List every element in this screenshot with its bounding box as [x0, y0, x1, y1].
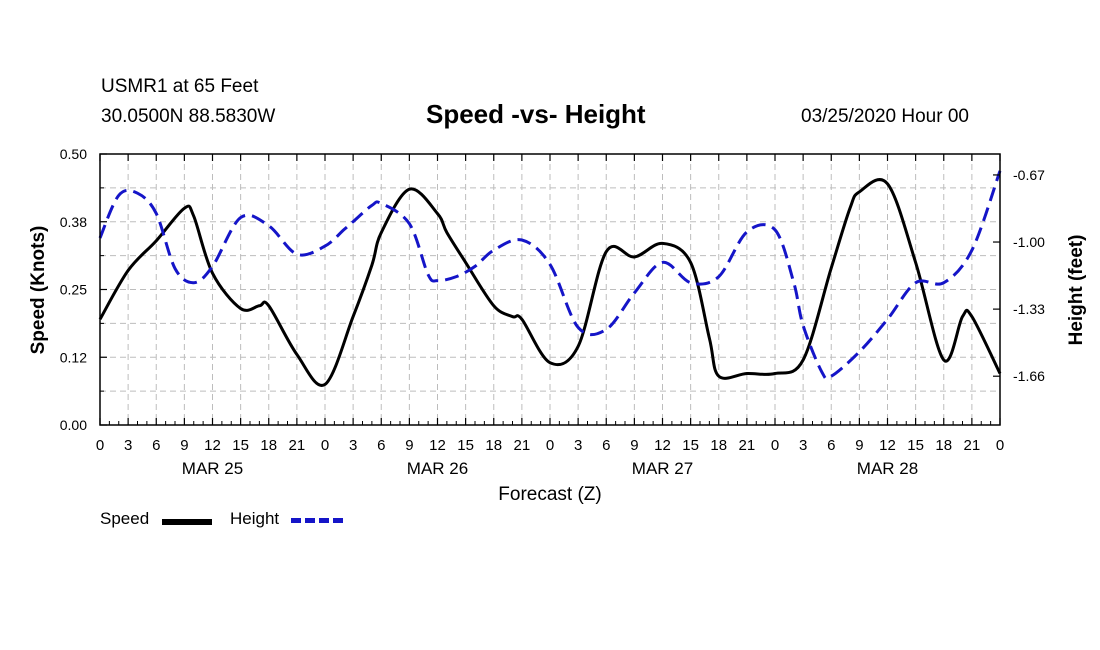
x-tick-label: 9: [405, 437, 413, 454]
x-tick-label: 0: [546, 437, 554, 454]
forecast-date-label: 03/25/2020 Hour 00: [801, 106, 969, 127]
y-axis-title: Speed (Knots): [28, 226, 49, 355]
day-label: MAR 28: [857, 459, 918, 478]
y2-tick-label: -1.00: [1013, 234, 1045, 250]
x-tick-label: 6: [602, 437, 610, 454]
x-tick-label: 12: [879, 437, 896, 454]
x-tick-label: 6: [152, 437, 160, 454]
x-tick-label: 6: [827, 437, 835, 454]
x-tick-label: 15: [682, 437, 699, 454]
x-tick-label: 9: [630, 437, 638, 454]
x-tick-label: 3: [799, 437, 807, 454]
x-tick-label: 21: [289, 437, 306, 454]
legend-speed-line: [162, 519, 212, 525]
x-tick-label: 9: [855, 437, 863, 454]
x-tick-label: 3: [574, 437, 582, 454]
y2-tick-label: -0.67: [1013, 167, 1045, 183]
x-tick-label: 15: [907, 437, 924, 454]
y-tick-label: 0.00: [60, 417, 87, 433]
x-tick-label: 18: [260, 437, 277, 454]
coordinates-label: 30.0500N 88.5830W: [101, 106, 276, 127]
axis-labels: 0 3 6 9 12 15 18 21 0 3 6 9 12 15 18 21 0 3 6 9 12 15 18 21 0 3 6 9…: [60, 146, 1045, 478]
speed-series-line: [98, 178, 1002, 387]
y2-axis-title: Height (feet): [1066, 235, 1087, 346]
x-tick-label: 18: [710, 437, 727, 454]
x-tick-label: 12: [654, 437, 671, 454]
x-tick-label: 21: [964, 437, 981, 454]
x-tick-label: 3: [124, 437, 132, 454]
x-tick-label: 0: [96, 437, 104, 454]
x-tick-label: 9: [180, 437, 188, 454]
y2-tick-label: -1.33: [1013, 301, 1045, 317]
x-tick-label: 3: [349, 437, 357, 454]
y2-tick-label: -1.66: [1013, 368, 1045, 384]
grid: [100, 154, 1000, 425]
day-label: MAR 25: [182, 459, 243, 478]
x-tick-label: 0: [996, 437, 1004, 454]
x-tick-label: 6: [377, 437, 385, 454]
x-tick-label: 0: [321, 437, 329, 454]
legend-height-line: [291, 518, 343, 523]
legend-height-label: Height: [230, 509, 280, 528]
chart-title: Speed -vs- Height: [426, 99, 646, 129]
x-tick-label: 12: [429, 437, 446, 454]
x-axis-title: Forecast (Z): [498, 484, 601, 505]
y-tick-label: 0.25: [60, 282, 87, 298]
day-label: MAR 27: [632, 459, 693, 478]
x-tick-label: 21: [739, 437, 756, 454]
x-tick-label: 18: [935, 437, 952, 454]
y-tick-label: 0.12: [60, 349, 87, 365]
x-tick-label: 18: [485, 437, 502, 454]
x-tick-label: 15: [457, 437, 474, 454]
x-tick-label: 12: [204, 437, 221, 454]
y-tick-label: 0.38: [60, 214, 87, 230]
x-tick-label: 15: [232, 437, 249, 454]
day-label: MAR 26: [407, 459, 468, 478]
legend-speed-label: Speed: [100, 509, 150, 528]
axis-ticks: [99, 153, 1001, 426]
y-tick-label: 0.50: [60, 146, 87, 162]
series: [98, 170, 1002, 387]
x-tick-label: 0: [771, 437, 779, 454]
x-tick-label: 21: [514, 437, 531, 454]
station-label: USMR1 at 65 Feet: [101, 76, 259, 97]
